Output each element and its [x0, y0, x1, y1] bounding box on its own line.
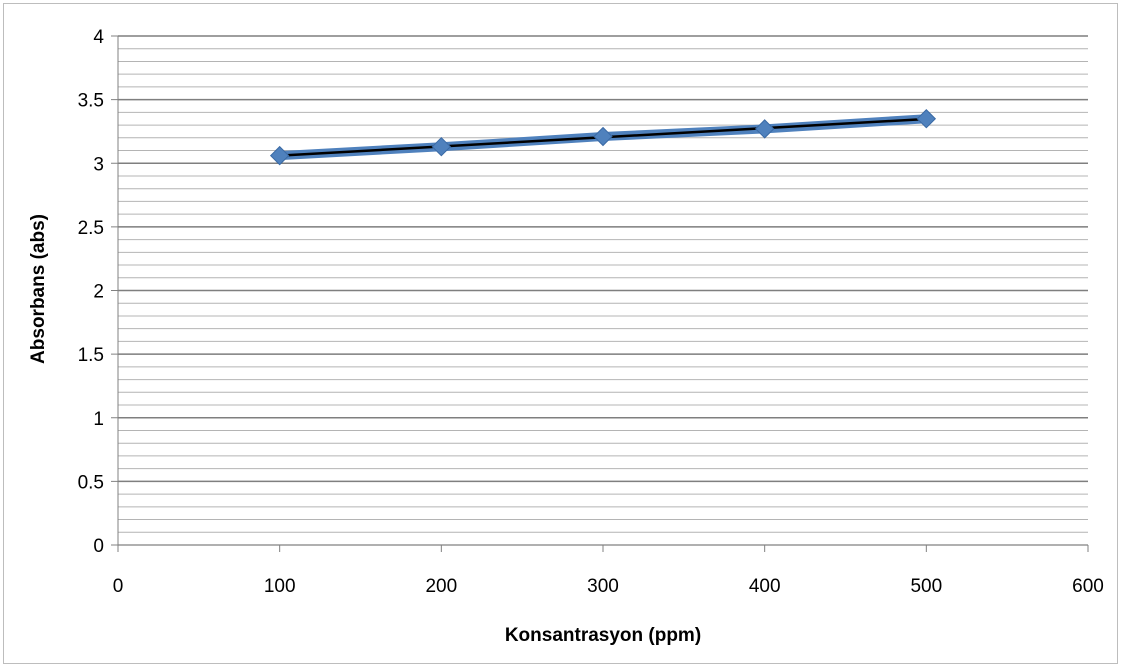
grid — [118, 35, 1088, 546]
x-axis-ticks: 0 100 200 300 400 500 600 — [113, 545, 1104, 597]
x-tick-label: 600 — [1072, 576, 1104, 597]
x-tick-label: 200 — [425, 576, 457, 597]
x-tick-label: 400 — [749, 576, 781, 597]
data-point — [754, 119, 775, 139]
y-tick-label: 1 — [93, 409, 104, 430]
data-point — [593, 126, 613, 147]
data-point — [269, 145, 290, 166]
x-tick-label: 300 — [587, 576, 619, 597]
data-point — [916, 109, 937, 129]
y-tick-label: 0 — [93, 536, 104, 557]
x-tick-label: 100 — [264, 576, 296, 597]
y-tick-label: 2.5 — [78, 218, 104, 239]
y-tick-label: 3.5 — [78, 91, 104, 112]
y-axis-title: Absorbans (abs) — [28, 214, 49, 364]
y-tick-label: 1.5 — [78, 345, 104, 366]
y-tick-label: 0.5 — [78, 472, 104, 493]
y-tick-label: 2 — [93, 282, 104, 303]
data-point — [431, 137, 452, 157]
x-tick-label: 0 — [113, 576, 124, 597]
y-axis-ticks: 0 0.5 1 1.5 2 2.5 3 3.5 4 — [78, 27, 118, 557]
series — [269, 109, 937, 166]
x-axis-title: Konsantrasyon (ppm) — [505, 625, 701, 646]
y-tick-label: 4 — [93, 27, 104, 48]
y-tick-label: 3 — [93, 154, 104, 175]
chart-area — [3, 3, 1118, 664]
x-tick-label: 500 — [910, 576, 942, 597]
